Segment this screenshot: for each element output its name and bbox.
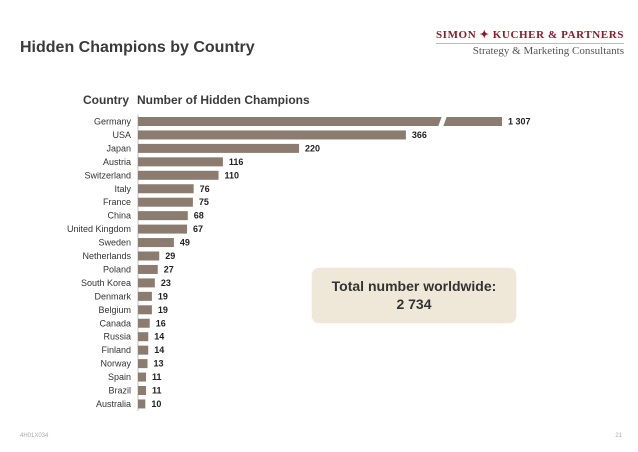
bar xyxy=(138,291,152,301)
bar xyxy=(138,278,155,288)
category-label: USA xyxy=(112,130,131,140)
category-label: France xyxy=(103,197,131,207)
bar xyxy=(138,305,152,315)
value-label: 29 xyxy=(165,251,175,261)
value-label: 110 xyxy=(225,170,240,180)
total-label: Total number worldwide: xyxy=(331,278,497,294)
bar xyxy=(138,170,219,180)
bar xyxy=(138,197,193,207)
bar xyxy=(138,332,149,342)
category-label: Japan xyxy=(106,143,131,153)
value-label: 10 xyxy=(151,399,161,409)
bar xyxy=(138,318,150,328)
value-label: 11 xyxy=(152,372,162,382)
category-label: Brazil xyxy=(108,386,131,396)
bar xyxy=(138,117,502,126)
value-label: 13 xyxy=(154,359,164,369)
category-label: Netherlands xyxy=(82,251,131,261)
category-label: Norway xyxy=(100,359,131,369)
brand-tagline: Strategy & Marketing Consultants xyxy=(435,43,624,57)
category-label: China xyxy=(107,211,131,221)
value-label: 19 xyxy=(158,305,168,315)
value-label: 49 xyxy=(180,238,190,248)
page-title: Hidden Champions by Country xyxy=(20,39,255,56)
page-number: 21 xyxy=(615,433,622,439)
bar xyxy=(138,399,146,409)
bar xyxy=(138,264,158,274)
bar xyxy=(138,345,149,355)
value-label: 16 xyxy=(156,318,166,328)
value-label: 23 xyxy=(161,278,171,288)
category-label: Sweden xyxy=(98,238,131,248)
value-label: 11 xyxy=(152,386,162,396)
value-label: 14 xyxy=(154,345,164,355)
value-label: 366 xyxy=(412,130,427,140)
value-label: 1 307 xyxy=(508,117,531,127)
value-label: 27 xyxy=(164,264,174,274)
axis-label-number: Number of Hidden Champions xyxy=(137,93,310,107)
category-label: Russia xyxy=(103,332,131,342)
category-label: Belgium xyxy=(98,305,131,315)
total-callout: Total number worldwide: 2 734 xyxy=(312,268,516,323)
value-label: 220 xyxy=(305,143,320,153)
value-label: 75 xyxy=(199,197,209,207)
value-label: 116 xyxy=(229,157,244,167)
category-label: Poland xyxy=(103,264,131,274)
category-label: Canada xyxy=(99,318,131,328)
footer-code: 4H01X034 xyxy=(20,433,49,439)
bar xyxy=(138,184,194,194)
category-label: Finland xyxy=(101,345,131,355)
category-label: United Kingdom xyxy=(67,224,131,234)
bar xyxy=(138,157,223,167)
value-label: 68 xyxy=(194,211,204,221)
bar xyxy=(138,251,160,261)
category-label: Spain xyxy=(108,372,131,382)
category-label: Denmark xyxy=(94,291,131,301)
category-label: Switzerland xyxy=(84,170,131,180)
brand-name: SIMON ✦ KUCHER & PARTNERS xyxy=(435,29,624,41)
value-label: 76 xyxy=(200,184,210,194)
total-value: 2 734 xyxy=(396,296,432,312)
bar xyxy=(138,386,147,395)
bar xyxy=(138,238,174,248)
category-label: Austria xyxy=(103,157,131,167)
axis-break-mark xyxy=(438,116,447,127)
axis-label-country: Country xyxy=(83,93,129,107)
bar xyxy=(138,359,148,369)
category-label: Germany xyxy=(94,117,132,127)
bar xyxy=(138,224,188,234)
bar xyxy=(138,130,406,140)
value-label: 67 xyxy=(193,224,203,234)
category-label: Australia xyxy=(96,399,131,409)
category-label: Italy xyxy=(114,184,131,194)
value-label: 19 xyxy=(158,291,168,301)
category-label: South Korea xyxy=(81,278,131,288)
bar xyxy=(138,211,188,221)
value-label: 14 xyxy=(154,332,164,342)
company-logo: SIMON ✦ KUCHER & PARTNERS Strategy & Mar… xyxy=(435,28,624,57)
bar xyxy=(138,143,300,153)
bar xyxy=(138,372,147,382)
